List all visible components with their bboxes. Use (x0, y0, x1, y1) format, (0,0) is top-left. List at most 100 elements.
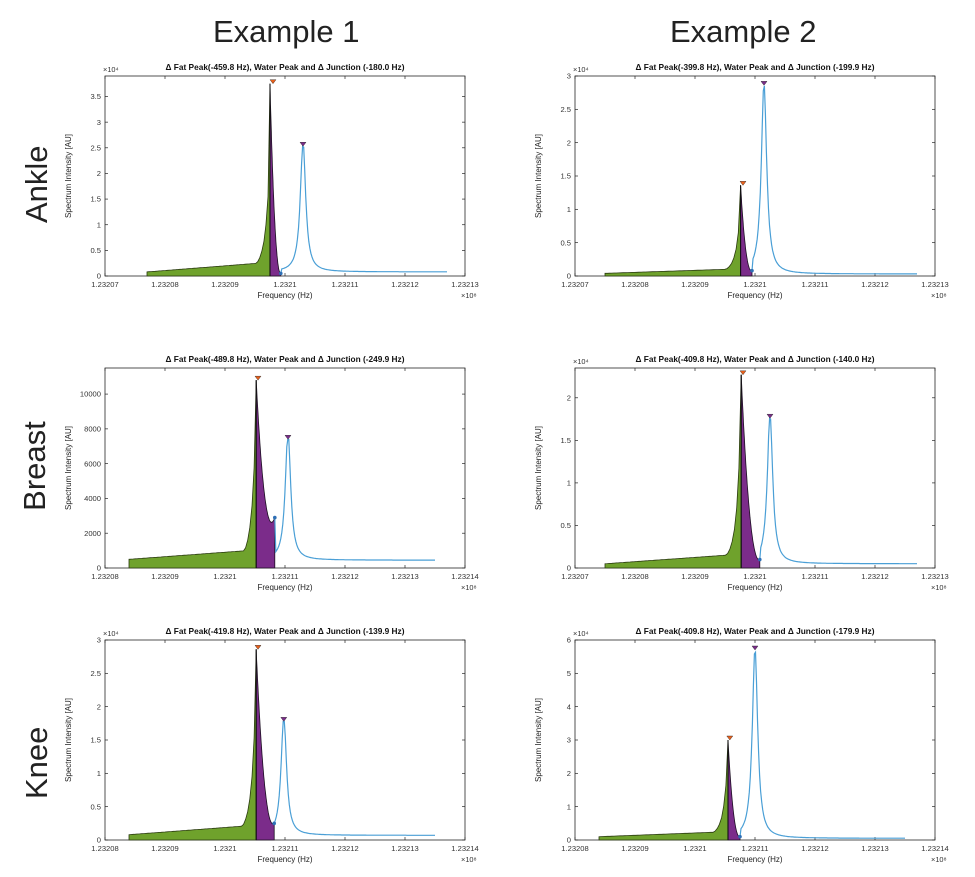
x-tick-label: 1.2321 (213, 844, 236, 853)
y-tick-label: 5 (567, 669, 571, 678)
column-title-example-2: Example 2 (670, 14, 817, 49)
junction-marker (273, 515, 277, 520)
water-peak-marker (299, 142, 307, 147)
y-tick-label: 3 (97, 118, 101, 127)
chart-panel-breast-example-1: Δ Fat Peak(-489.8 Hz), Water Peak and Δ … (60, 350, 480, 605)
x-tick-label: 1.23212 (861, 280, 888, 289)
chart-title: Δ Fat Peak(-419.8 Hz), Water Peak and Δ … (166, 626, 405, 636)
fat-area (604, 374, 742, 569)
y-tick-label: 6000 (84, 459, 101, 468)
y-tick-label: 0.5 (90, 246, 101, 255)
x-tick-label: 1.23211 (272, 572, 299, 581)
x-tick-label: 1.23209 (211, 280, 238, 289)
plot-area-frame (574, 367, 936, 569)
y-tick-label: 1.5 (560, 172, 571, 181)
y-tick-label: 0.5 (560, 238, 571, 247)
chart-panel-knee-example-1: Δ Fat Peak(-419.8 Hz), Water Peak and Δ … (60, 622, 480, 877)
x-axis-label: Frequency (Hz) (257, 291, 312, 300)
x-tick-label: 1.23209 (151, 572, 178, 581)
y-tick-label: 3 (567, 72, 571, 81)
column-title-example-1: Example 1 (213, 14, 360, 49)
x-axis-exponent: ×10⁸ (461, 855, 477, 864)
x-tick-label: 1.23212 (331, 844, 358, 853)
junction-marker (279, 271, 283, 276)
water-spectrum-line (739, 650, 905, 839)
x-tick-label: 1.23214 (921, 844, 948, 853)
y-axis-label: Spectrum Intensity [AU] (534, 426, 543, 510)
y-tick-label: 2 (97, 169, 101, 178)
x-tick-label: 1.23209 (621, 844, 648, 853)
x-tick-label: 1.23211 (742, 844, 769, 853)
chart-title: Δ Fat Peak(-409.8 Hz), Water Peak and Δ … (636, 626, 875, 636)
x-tick-label: 1.23209 (681, 572, 708, 581)
water-peak-marker (284, 435, 292, 440)
y-tick-label: 0 (567, 272, 571, 281)
y-tick-label: 2 (567, 393, 571, 402)
chart-panel-ankle-example-2: Δ Fat Peak(-399.8 Hz), Water Peak and Δ … (530, 58, 950, 313)
chart-title: Δ Fat Peak(-489.8 Hz), Water Peak and Δ … (166, 354, 405, 364)
y-tick-label: 1.5 (560, 436, 571, 445)
water-peak-marker (766, 414, 774, 419)
y-axis-label: Spectrum Intensity [AU] (64, 426, 73, 510)
plot-area-frame (104, 367, 466, 569)
y-tick-label: 2 (567, 769, 571, 778)
y-tick-label: 0.5 (560, 521, 571, 530)
x-axis-label: Frequency (Hz) (727, 291, 782, 300)
row-title-ankle: Ankle (19, 145, 54, 223)
x-tick-label: 1.23208 (91, 572, 118, 581)
fat-peak-marker (269, 79, 277, 85)
x-axis-exponent: ×10⁸ (931, 291, 947, 300)
water-peak-marker (751, 645, 759, 651)
junction-area (740, 374, 761, 569)
x-tick-label: 1.23209 (151, 844, 178, 853)
x-tick-label: 1.23213 (391, 572, 418, 581)
x-tick-label: 1.23213 (861, 844, 888, 853)
x-tick-label: 1.23208 (621, 280, 648, 289)
y-tick-label: 0 (97, 564, 101, 573)
x-tick-label: 1.23207 (561, 572, 588, 581)
x-axis-exponent: ×10⁸ (931, 855, 947, 864)
junction-marker (738, 834, 742, 839)
chart-svg: Δ Fat Peak(-409.8 Hz), Water Peak and Δ … (534, 354, 949, 592)
y-tick-label: 1.5 (90, 195, 101, 204)
x-tick-label: 1.23213 (921, 572, 948, 581)
y-tick-label: 3 (567, 736, 571, 745)
y-tick-label: 6 (567, 636, 571, 645)
x-tick-label: 1.23214 (451, 572, 478, 581)
junction-area (255, 380, 276, 569)
fat-peak-marker (254, 375, 262, 381)
y-tick-label: 0 (567, 564, 571, 573)
water-spectrum-line (274, 438, 435, 561)
y-tick-label: 0 (97, 836, 101, 845)
y-tick-label: 1 (97, 769, 101, 778)
y-tick-label: 0 (97, 272, 101, 281)
x-tick-label: 1.23208 (151, 280, 178, 289)
x-axis-label: Frequency (Hz) (257, 855, 312, 864)
x-axis-label: Frequency (Hz) (257, 583, 312, 592)
x-tick-label: 1.23208 (91, 844, 118, 853)
x-tick-label: 1.2321 (683, 844, 706, 853)
y-tick-label: 2 (97, 702, 101, 711)
water-peak-marker (760, 81, 768, 86)
y-axis-exponent: ×10⁴ (103, 65, 119, 74)
y-axis-label: Spectrum Intensity [AU] (64, 698, 73, 782)
plot-area-frame (574, 639, 936, 841)
y-tick-label: 1 (567, 802, 571, 811)
chart-svg: Δ Fat Peak(-419.8 Hz), Water Peak and Δ … (64, 626, 479, 864)
x-axis-exponent: ×10⁸ (461, 583, 477, 592)
x-tick-label: 1.23213 (451, 280, 478, 289)
y-tick-label: 1 (567, 205, 571, 214)
chart-panel-knee-example-2: Δ Fat Peak(-409.8 Hz), Water Peak and Δ … (530, 622, 950, 877)
water-spectrum-line (759, 417, 917, 565)
x-tick-label: 1.23211 (802, 572, 829, 581)
y-axis-exponent: ×10⁴ (573, 629, 589, 638)
plot-area-frame (574, 75, 936, 277)
x-tick-label: 1.23211 (332, 280, 359, 289)
y-tick-label: 4000 (84, 494, 101, 503)
y-tick-label: 2.5 (560, 105, 571, 114)
y-tick-label: 0 (567, 836, 571, 845)
fat-peak-marker (726, 735, 734, 741)
x-tick-label: 1.23213 (391, 844, 418, 853)
fat-peak-marker (739, 181, 747, 186)
fat-area (146, 83, 271, 277)
